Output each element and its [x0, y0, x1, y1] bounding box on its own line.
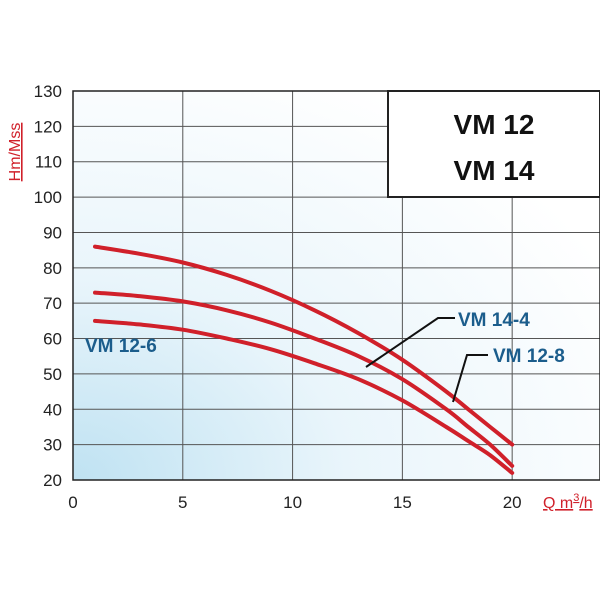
y-tick-label: 60 [43, 330, 62, 349]
x-tick-label: 10 [283, 493, 302, 512]
x-tick-label: 20 [503, 493, 522, 512]
plot-frame [72, 90, 600, 481]
leader-line-vm-14-4 [365, 317, 455, 368]
x-tick-label: 0 [68, 493, 77, 512]
curve-vm-12-8 [93, 244, 515, 447]
y-tick-label: 30 [43, 436, 62, 455]
x-tick-label: 5 [178, 493, 187, 512]
y-tick-label: 70 [43, 294, 62, 313]
leader-line-vm-12-8 [452, 354, 488, 403]
x-axis-title: Q m3/h [543, 492, 593, 512]
series-label-vm-12-6: VM 12-6 [85, 336, 157, 357]
y-tick-label: 40 [43, 400, 62, 419]
curve-vm-14-4 [93, 290, 515, 468]
y-tick-label: 100 [34, 188, 62, 207]
y-tick-label: 20 [43, 471, 62, 490]
series-label-vm-14-4: VM 14-4 [458, 310, 530, 331]
y-tick-label: 90 [43, 223, 62, 242]
x-tick-labels: 0 5 10 15 20 [68, 493, 521, 512]
y-tick-label: 50 [43, 365, 62, 384]
series-curves [93, 244, 515, 475]
title-line-1: VM 12 [454, 109, 535, 140]
y-tick-label: 110 [35, 153, 62, 172]
y-tick-labels: 20 30 40 50 60 70 80 90 100 110 120 130 [34, 82, 62, 490]
title-box [387, 90, 600, 198]
curve-vm-12-6 [93, 318, 515, 475]
y-axis-title: Hm/Mss [7, 123, 24, 182]
title-line-2: VM 14 [454, 155, 535, 186]
y-tick-label: 80 [43, 259, 62, 278]
y-tick-label: 130 [34, 82, 62, 101]
series-label-vm-12-8: VM 12-8 [493, 346, 565, 367]
x-tick-label: 15 [393, 493, 412, 512]
y-tick-label: 120 [34, 117, 62, 136]
